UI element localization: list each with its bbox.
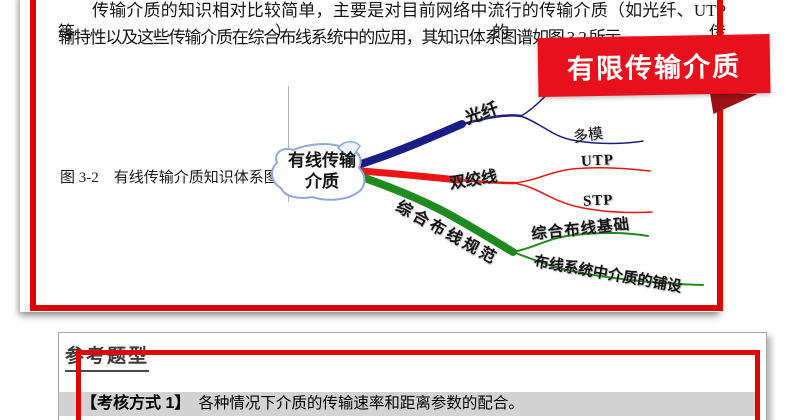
annotation-rect-bottom <box>76 350 760 420</box>
figure-caption: 图 3-2 有线传输介质知识体系图谱 <box>60 170 294 186</box>
ribbon-fold-triangle <box>710 93 758 114</box>
page2-scan: 参考题型 【考核方式 1】 各种情况下介质的传输速率和距离参数的配合。 <box>58 332 767 420</box>
root-label-line1: 有线传输 <box>288 151 356 170</box>
mindmap-canvas <box>271 86 704 286</box>
branch-twisted-pair-lines <box>357 166 653 214</box>
ribbon-label: 有限传输介质 <box>566 51 742 85</box>
paragraph-line-2: 输特性以及这些传输介质在综合布线系统中的应用，其知识体系图谱如图 3-2 所示。 <box>58 28 637 47</box>
table-column-divider <box>288 86 289 202</box>
exam-mode-row: 【考核方式 1】 各种情况下介质的传输速率和距离参数的配合。 <box>59 392 756 416</box>
ribbon-banner: 有限传输介质 <box>537 33 771 98</box>
mindmap-root-label: 有线传输 介质 <box>277 150 367 192</box>
branch-cabling-lines <box>355 172 704 286</box>
bubble-page-curl <box>336 141 361 161</box>
exam-mode-text: 各种情况下介质的传输速率和距离参数的配合。 <box>198 395 524 412</box>
root-label-line2: 介质 <box>305 172 339 191</box>
exam-mode-label: 【考核方式 1】 <box>81 395 191 412</box>
root-bubble <box>271 141 366 201</box>
annotation-rect-top <box>30 0 723 311</box>
